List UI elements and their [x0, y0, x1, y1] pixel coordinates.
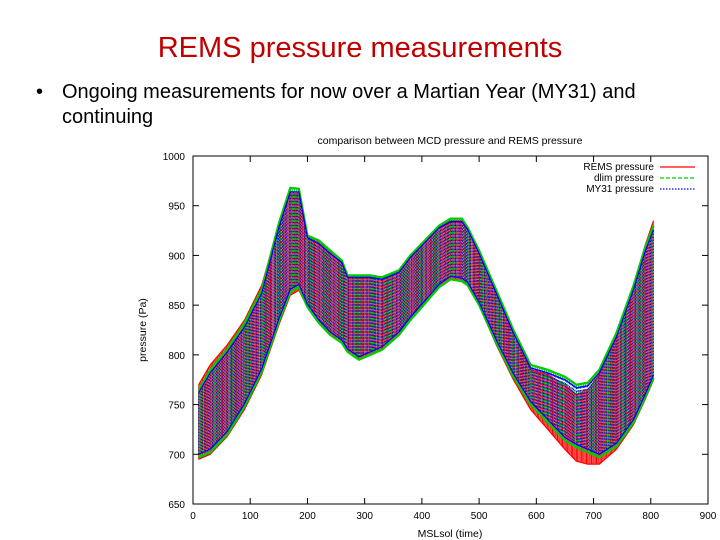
y-axis-label: pressure (Pa) [137, 298, 149, 362]
x-tick-label: 800 [642, 511, 659, 522]
y-tick-label: 1000 [163, 152, 186, 163]
y-tick-label: 650 [168, 500, 185, 511]
series-0-band [198, 193, 655, 465]
x-tick-label: 700 [585, 511, 602, 522]
plot-border [192, 155, 709, 505]
x-tick-label: 600 [528, 511, 545, 522]
y-tick-label: 950 [168, 202, 185, 213]
y-tick-label: 800 [168, 351, 185, 362]
legend-label-my31: MY31 pressure [586, 184, 654, 195]
series-1-upper-edge [197, 186, 655, 391]
legend-label-dlim: dlim pressure [594, 173, 654, 184]
legend-label-rems: REMS pressure [583, 162, 654, 173]
y-tick-label: 850 [168, 301, 185, 312]
x-tick-label: 900 [700, 511, 717, 522]
y-tick-label: 750 [168, 401, 185, 412]
x-tick-label: 200 [299, 511, 316, 522]
x-tick-label: 400 [414, 511, 431, 522]
y-tick-label: 700 [168, 450, 185, 461]
series-2-lower-edge [198, 275, 655, 455]
series-2-band [198, 191, 655, 455]
plot-bands [197, 186, 655, 465]
y-tick-label: 900 [168, 251, 185, 262]
bullet-text: Ongoing measurements for now over a Mart… [62, 81, 636, 128]
series-1-lower-edge [198, 278, 655, 459]
plot-frame [192, 155, 709, 505]
axis-ticks: 0 100 200 300 400 500 600 700 800 900 650 700 750 800… [163, 152, 717, 522]
slide-title: REMS pressure measurements [157, 32, 563, 64]
chart-legend: REMS pressure dlim pressure MY31 pressur… [583, 162, 695, 195]
bullet-dot: • [36, 81, 44, 103]
chart-title: comparison between MCD pressure and REMS… [318, 135, 583, 147]
x-axis-label: MSLsol (time) [418, 528, 483, 540]
x-tick-label: 100 [242, 511, 259, 522]
x-tick-label: 0 [190, 511, 196, 522]
x-tick-label: 300 [356, 511, 373, 522]
series-2-upper-edge [198, 191, 655, 393]
bullet-item: • Ongoing measurements for now over a Ma… [36, 80, 682, 130]
x-tick-label: 500 [471, 511, 488, 522]
